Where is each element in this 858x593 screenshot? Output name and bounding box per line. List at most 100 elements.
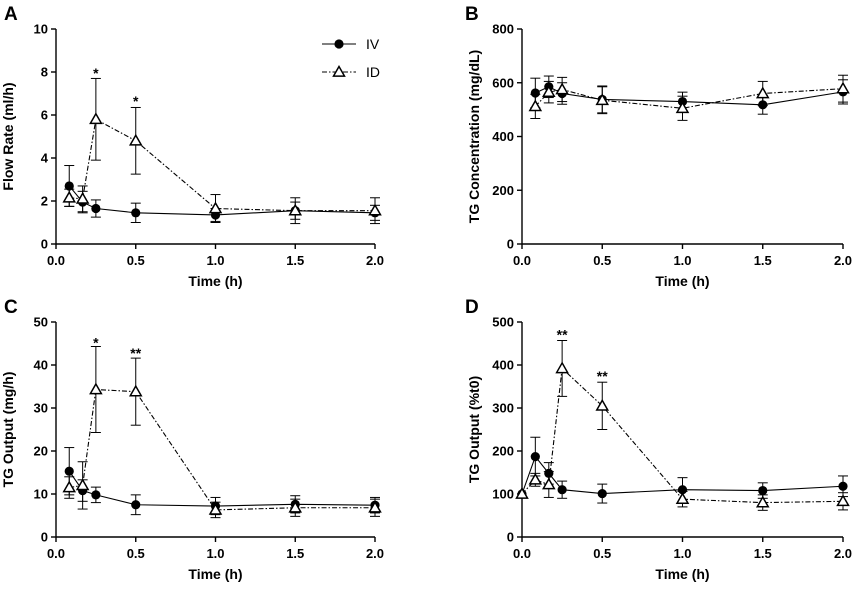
- data-point: [542, 477, 556, 490]
- significance-marker: **: [130, 345, 141, 361]
- data-point: [528, 472, 543, 485]
- y-tick-label: 20: [34, 444, 48, 459]
- chart-panel-b: B 0 200 400 600 800 0.0 0.5 1.0 1.5 2.0 Time (h) TG …: [465, 4, 852, 289]
- y-axis-label: Flow Rate (ml/h): [0, 82, 16, 190]
- significance-marker: *: [133, 93, 139, 109]
- chart-panel-d: D 0 100 200 300 400 500 0.0 0.5 1.0 1.5 2.0 Time (h)…: [465, 297, 852, 582]
- significance-marker: *: [93, 65, 99, 81]
- data-point: [89, 382, 103, 395]
- y-tick-label: 200: [492, 183, 514, 198]
- data-point: [597, 488, 607, 499]
- y-axis-label: TG Output (mg/h): [0, 372, 16, 488]
- x-tick-label: 1.5: [286, 546, 304, 561]
- data-point: [755, 86, 770, 99]
- y-tick-label: 200: [492, 444, 514, 459]
- y-tick-label: 2: [41, 194, 48, 209]
- data-point: [530, 88, 540, 98]
- series-line: [69, 388, 375, 511]
- y-tick-label: 500: [492, 315, 514, 330]
- series-iv: [64, 165, 380, 223]
- series-id: [62, 346, 382, 519]
- chart-panel-c: C 0 10 20 30 40 50 0.0 0.5 1.0 1.5 2.0 Time (h) TG Ou…: [0, 297, 384, 582]
- data-point: [530, 451, 540, 462]
- panel-label: C: [4, 297, 18, 318]
- x-tick-label: 2.0: [366, 253, 384, 268]
- data-point: [542, 85, 556, 98]
- series-id: [528, 74, 850, 121]
- data-point: [557, 485, 567, 495]
- x-tick-label: 0.0: [47, 546, 65, 561]
- legend-marker: [334, 39, 344, 49]
- data-point: [515, 486, 529, 499]
- x-tick-label: 2.0: [834, 546, 852, 561]
- y-axis-label: TG Output (%t0): [466, 376, 482, 483]
- x-axis-label: Time (h): [188, 566, 242, 582]
- x-tick-label: 2.0: [366, 546, 384, 561]
- series-line: [69, 118, 375, 212]
- x-tick-label: 1.5: [286, 253, 304, 268]
- legend-label: IV: [366, 36, 380, 52]
- data-point: [758, 485, 768, 496]
- series-id: [515, 339, 850, 511]
- data-point: [91, 203, 101, 214]
- data-point: [595, 93, 610, 106]
- series-iv: [530, 75, 848, 115]
- data-point: [64, 466, 74, 476]
- data-point: [368, 500, 382, 513]
- significance-marker: **: [597, 368, 608, 384]
- panel-label: D: [465, 297, 479, 318]
- data-point: [75, 191, 90, 204]
- x-tick-label: 0.5: [127, 546, 145, 561]
- y-tick-label: 50: [34, 315, 48, 330]
- data-point: [131, 500, 141, 510]
- x-tick-label: 1.0: [673, 253, 691, 268]
- y-tick-label: 400: [492, 358, 514, 373]
- series-id: [62, 77, 382, 225]
- y-tick-label: 10: [34, 487, 48, 502]
- data-point: [288, 500, 303, 513]
- data-point: [595, 398, 610, 411]
- x-tick-label: 0.0: [47, 253, 65, 268]
- y-tick-label: 600: [492, 75, 514, 90]
- x-tick-label: 0.0: [513, 546, 531, 561]
- data-point: [838, 481, 848, 491]
- data-point: [128, 133, 143, 146]
- data-point: [675, 492, 690, 505]
- y-tick-label: 8: [41, 65, 48, 80]
- legend: IV ID: [322, 36, 380, 80]
- x-tick-label: 0.0: [513, 253, 531, 268]
- data-point: [528, 99, 543, 112]
- data-point: [675, 101, 690, 114]
- data-point: [89, 112, 103, 125]
- y-tick-label: 400: [492, 129, 514, 144]
- data-point: [555, 361, 569, 374]
- y-axis-label: TG Concentration (mg/dL): [466, 50, 482, 223]
- x-tick-label: 0.5: [593, 253, 611, 268]
- significance-marker: **: [557, 327, 568, 343]
- series-line: [68, 470, 376, 507]
- x-tick-label: 1.0: [673, 546, 691, 561]
- x-axis-label: Time (h): [655, 273, 709, 289]
- chart-panel-a: A 0 2 4 6 8 10 0.0 0.5 1.0 1.5 2.0 Time (h) Flow Rate…: [0, 4, 384, 289]
- panel-label: B: [465, 4, 479, 25]
- y-tick-label: 6: [41, 108, 48, 123]
- x-tick-label: 1.5: [754, 253, 772, 268]
- x-tick-label: 0.5: [127, 253, 145, 268]
- y-tick-label: 0: [507, 237, 514, 252]
- data-point: [555, 82, 569, 95]
- panel-label: A: [4, 4, 18, 25]
- y-tick-label: 10: [34, 22, 48, 37]
- y-tick-label: 800: [492, 22, 514, 37]
- data-point: [288, 203, 303, 216]
- x-tick-label: 1.5: [754, 546, 772, 561]
- x-tick-label: 1.0: [206, 546, 224, 561]
- data-point: [75, 478, 90, 491]
- data-point: [677, 485, 688, 495]
- series-line: [535, 86, 844, 106]
- data-point: [91, 490, 101, 500]
- data-point: [64, 181, 74, 191]
- series-line: [534, 88, 844, 109]
- series-iv: [64, 447, 380, 516]
- legend-label: ID: [366, 64, 380, 80]
- data-point: [208, 201, 223, 214]
